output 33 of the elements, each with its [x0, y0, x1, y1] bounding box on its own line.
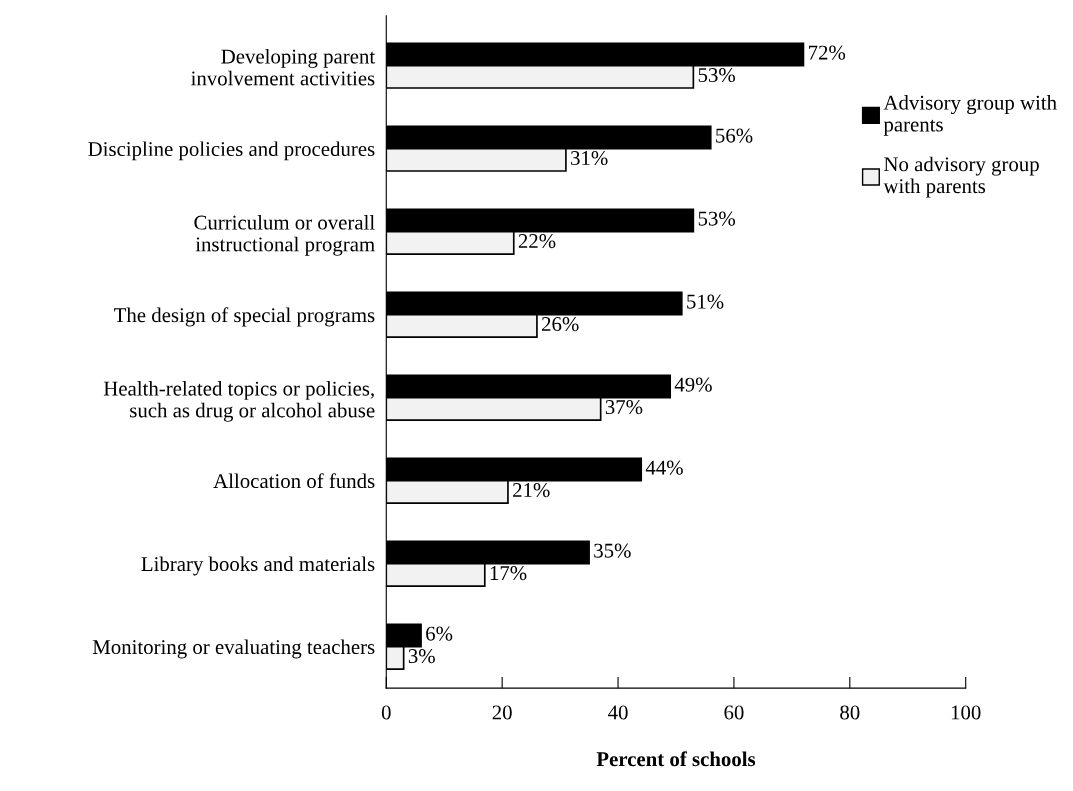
x-axis-title: Percent of schools	[596, 751, 756, 767]
data-label: 31%	[571, 150, 608, 166]
data-label: 6%	[426, 626, 453, 641]
y-tick-label: Discipline policies and procedures	[88, 141, 375, 161]
data-label: 44%	[645, 460, 683, 475]
y-tick-label: Health-related topics or policies, such as drug or alcohol abuse	[103, 380, 375, 422]
y-tick-label: Curriculum or overall instructional program	[194, 214, 375, 256]
y-tick-label: Library books and materials	[141, 556, 375, 576]
data-label: 21%	[513, 483, 550, 498]
data-label: 51%	[687, 294, 724, 309]
x-tick-label: 20	[492, 705, 512, 720]
data-label: 56%	[716, 128, 753, 143]
data-label: 3%	[408, 649, 435, 664]
data-label: 53%	[698, 67, 736, 83]
data-label: 72%	[809, 45, 846, 60]
data-label: 35%	[594, 543, 631, 558]
legend-label: Advisory group with parents	[883, 95, 1057, 136]
legend-label: No advisory group with parents	[883, 156, 1039, 198]
data-label: 49%	[674, 377, 712, 392]
y-tick-label: Developing parent involvement activities	[191, 48, 376, 86]
y-tick-label: Allocation of funds	[213, 473, 375, 489]
data-label: 37%	[605, 400, 643, 415]
x-tick-label: 60	[724, 705, 744, 720]
x-tick-label: 40	[608, 705, 628, 720]
data-label: 17%	[490, 566, 527, 581]
data-label: 53%	[698, 211, 736, 226]
x-tick-label: 0	[381, 705, 391, 720]
data-label: 26%	[542, 317, 579, 332]
y-tick-label: The design of special programs	[114, 307, 375, 327]
y-tick-label: Monitoring or evaluating teachers	[92, 639, 375, 659]
data-label: 22%	[518, 234, 556, 249]
x-tick-label: 80	[840, 705, 860, 720]
x-tick-label: 100	[951, 705, 981, 720]
